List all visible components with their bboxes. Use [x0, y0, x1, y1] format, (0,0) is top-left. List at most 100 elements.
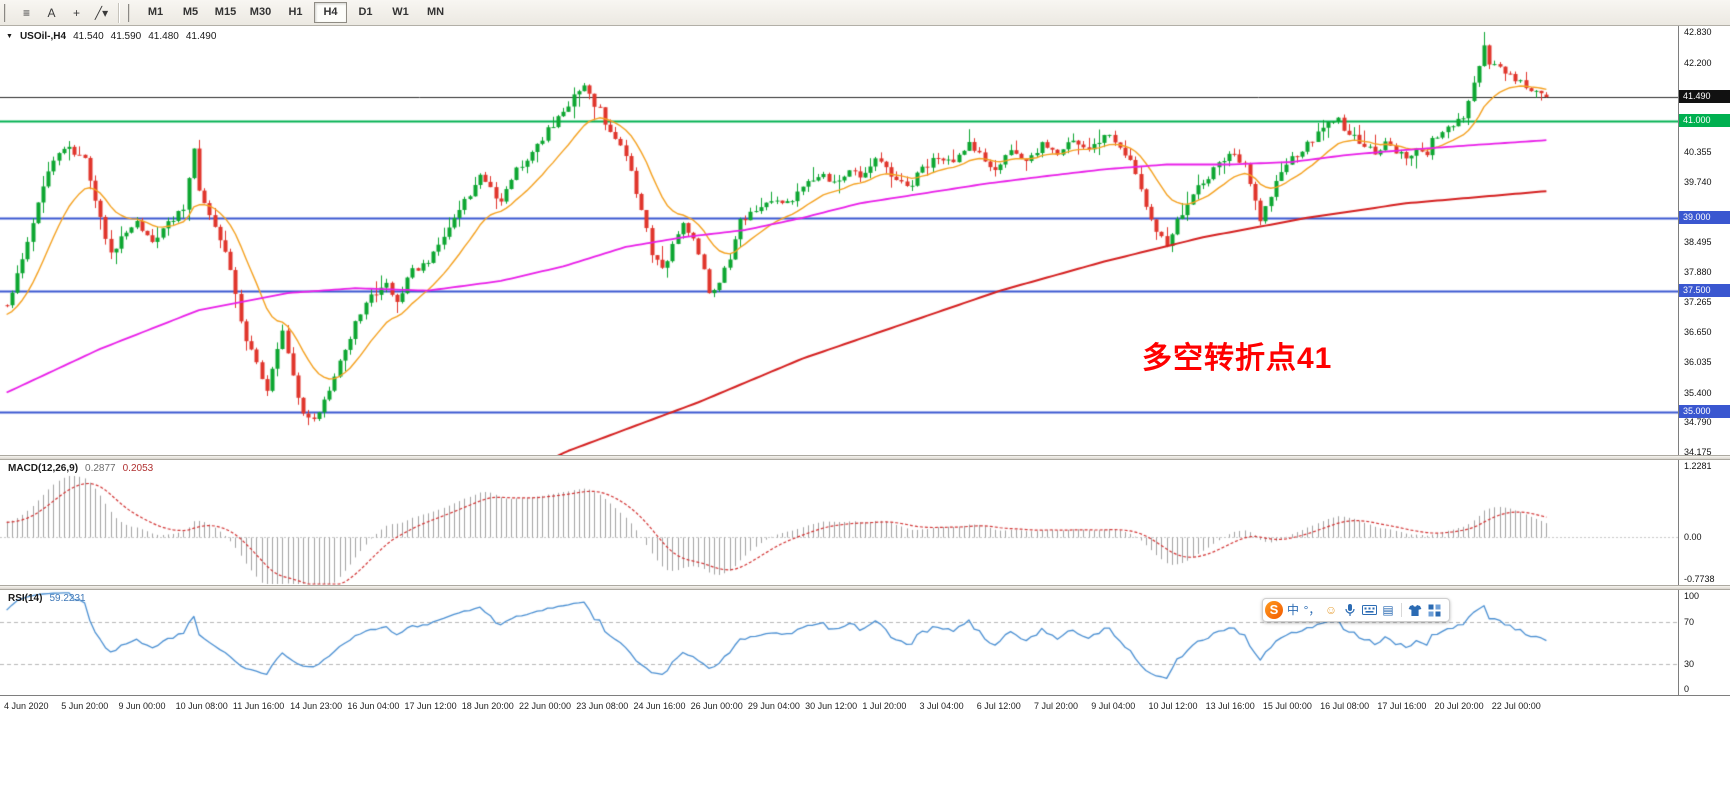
price-level-label: 37.500: [1679, 283, 1730, 297]
time-axis-label: 14 Jun 23:00: [290, 701, 343, 711]
timeframe-M30-button[interactable]: M30: [249, 6, 272, 18]
time-axis-label: 20 Jul 20:00: [1434, 701, 1484, 711]
price-tick-label: 42.830: [1684, 27, 1712, 37]
timeframe-MN-button[interactable]: MN: [426, 6, 445, 18]
time-axis-label: 13 Jul 16:00: [1205, 701, 1255, 711]
macd-scale-label: -0.7738: [1684, 574, 1715, 584]
line-studies-button[interactable]: ╱▾: [94, 5, 109, 20]
time-axis-label: 9 Jul 04:00: [1091, 701, 1136, 711]
time-axis-label: 29 Jun 04:00: [747, 701, 800, 711]
ime-toolbox-icon[interactable]: [1425, 604, 1443, 617]
price-tick-label: 36.650: [1684, 326, 1712, 337]
time-axis-label: 30 Jun 12:00: [805, 701, 858, 711]
time-axis-label: 10 Jun 08:00: [175, 701, 228, 711]
ime-handwriting-icon[interactable]: ▤: [1382, 603, 1394, 617]
toolbar: ≡ A + ╱▾ M1 M5 M15 M30 H1 H4 D1 W1 MN: [0, 0, 1730, 26]
charts-bar-button[interactable]: ≡: [22, 5, 30, 20]
panel-separator[interactable]: [0, 585, 1730, 590]
rsi-name: RSI(14): [8, 593, 43, 604]
panel-separator[interactable]: [0, 455, 1730, 460]
ohlc-open: 41.540: [73, 31, 104, 42]
price-tick-label: 36.035: [1684, 356, 1712, 367]
price-tick-label: 40.355: [1684, 147, 1712, 158]
price-tick-label: 34.175: [1684, 447, 1712, 457]
price-scale[interactable]: 42.830 42.200 40.355 39.740 38.495 37.880 37.2…: [1678, 26, 1730, 695]
time-axis-label: 17 Jul 16:00: [1377, 701, 1427, 711]
ime-punctuation-icon[interactable]: °，: [1303, 603, 1321, 617]
ime-microphone-icon[interactable]: [1341, 603, 1359, 617]
ime-logo-icon[interactable]: S: [1265, 601, 1283, 619]
time-axis-label: 22 Jul 00:00: [1491, 701, 1541, 711]
price-level-label: 39.000: [1679, 210, 1730, 224]
time-axis-label: 24 Jun 16:00: [633, 701, 686, 711]
timeframe-M1-button[interactable]: M1: [147, 6, 164, 18]
macd-value-main: 0.2877: [85, 463, 116, 474]
rsi-scale-label: 70: [1684, 616, 1695, 627]
time-axis-label: 5 Jun 20:00: [61, 701, 109, 711]
time-scale[interactable]: 4 Jun 2020 5 Jun 20:00 9 Jun 00:00 10 Jun 0…: [0, 695, 1730, 722]
price-tick-label: 38.495: [1684, 237, 1712, 248]
ime-toolbar: S 中 °， ☺ ▤: [1262, 598, 1450, 622]
toolbar-grip: [128, 3, 134, 22]
price-tick-label: 37.265: [1684, 297, 1712, 308]
ime-keyboard-icon[interactable]: [1360, 604, 1378, 616]
time-axis-label: 7 Jul 20:00: [1034, 701, 1079, 711]
main-chart-canvas[interactable]: [0, 26, 1678, 455]
price-tick-label: 34.790: [1684, 417, 1712, 428]
rsi-value: 59.2231: [49, 593, 86, 604]
time-axis-label: 16 Jun 04:00: [347, 701, 400, 711]
price-level-label: 35.000: [1679, 404, 1730, 418]
text-annotation-button[interactable]: A: [47, 5, 56, 20]
time-axis-label: 9 Jun 00:00: [118, 701, 166, 711]
symbol-name: USOil-,H4: [19, 31, 67, 42]
time-axis-label: 6 Jul 12:00: [976, 701, 1021, 711]
time-axis-label: 15 Jul 00:00: [1262, 701, 1312, 711]
symbol-ohlc-line: ▼ USOil-,H4 41.540 41.590 41.480 41.490: [6, 31, 216, 42]
time-axis-label: 11 Jun 16:00: [232, 701, 285, 711]
time-axis-label: 16 Jul 08:00: [1320, 701, 1370, 711]
bid-price-label: 41.490: [1679, 90, 1730, 104]
toolbar-grip: [4, 3, 10, 22]
timeframe-W1-button[interactable]: W1: [392, 6, 409, 18]
ohlc-close: 41.490: [185, 31, 217, 42]
timeframe-M5-button[interactable]: M5: [182, 6, 199, 18]
time-axis-label: 26 Jun 00:00: [690, 701, 743, 711]
time-axis-label: 10 Jul 12:00: [1148, 701, 1198, 711]
time-axis-label: 17 Jun 12:00: [404, 701, 457, 711]
rsi-label: RSI(14) 59.2231: [8, 593, 86, 604]
macd-name: MACD(12,26,9): [8, 463, 79, 474]
symbol-marker-icon: ▼: [6, 32, 13, 40]
time-axis-label: 3 Jul 04:00: [919, 701, 964, 711]
timeframe-M15-button[interactable]: M15: [214, 6, 237, 18]
time-axis-label: 18 Jun 20:00: [461, 701, 514, 711]
ime-emoji-icon[interactable]: ☺: [1324, 603, 1338, 617]
ohlc-high: 41.590: [110, 31, 142, 42]
time-axis-label: 22 Jun 00:00: [519, 701, 572, 711]
tool-button-group: ≡ A + ╱▾: [14, 2, 114, 24]
price-level-label: 41.000: [1679, 113, 1730, 127]
crosshair-button[interactable]: +: [72, 5, 80, 20]
macd-scale-label: 0.00: [1684, 531, 1702, 542]
price-tick-label: 37.880: [1684, 267, 1712, 278]
rsi-scale-label: 100: [1684, 591, 1700, 601]
timeframe-H1-button[interactable]: H1: [288, 6, 303, 18]
price-tick-label: 35.400: [1684, 387, 1712, 398]
timeframe-D1-button[interactable]: D1: [358, 6, 373, 18]
ime-lang-icon[interactable]: 中: [1286, 603, 1299, 617]
toolbar-separator: [118, 2, 120, 23]
macd-value-signal: 0.2053: [122, 463, 154, 474]
timeframe-group: M1 M5 M15 M30 H1 H4 D1 W1 MN: [138, 2, 453, 23]
rsi-scale-label: 30: [1684, 658, 1695, 669]
chart-annotation-text: 多空转折点41: [1142, 342, 1333, 375]
timeframe-H4-button[interactable]: H4: [314, 2, 347, 23]
macd-label: MACD(12,26,9) 0.2877 0.2053: [8, 463, 153, 474]
time-axis-label: 23 Jun 08:00: [576, 701, 629, 711]
macd-panel-canvas[interactable]: [0, 460, 1678, 585]
time-axis-label: 4 Jun 2020: [4, 701, 49, 711]
ohlc-low: 41.480: [148, 31, 179, 42]
price-tick-label: 39.740: [1684, 176, 1712, 187]
ime-divider: [1401, 603, 1402, 617]
ime-skin-icon[interactable]: [1406, 604, 1424, 617]
price-tick-label: 42.200: [1684, 57, 1712, 68]
